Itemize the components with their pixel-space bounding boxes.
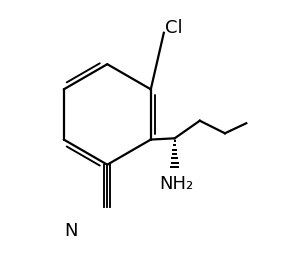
Text: N: N [64, 222, 78, 240]
Text: Cl: Cl [165, 19, 183, 37]
Text: NH₂: NH₂ [159, 174, 193, 193]
